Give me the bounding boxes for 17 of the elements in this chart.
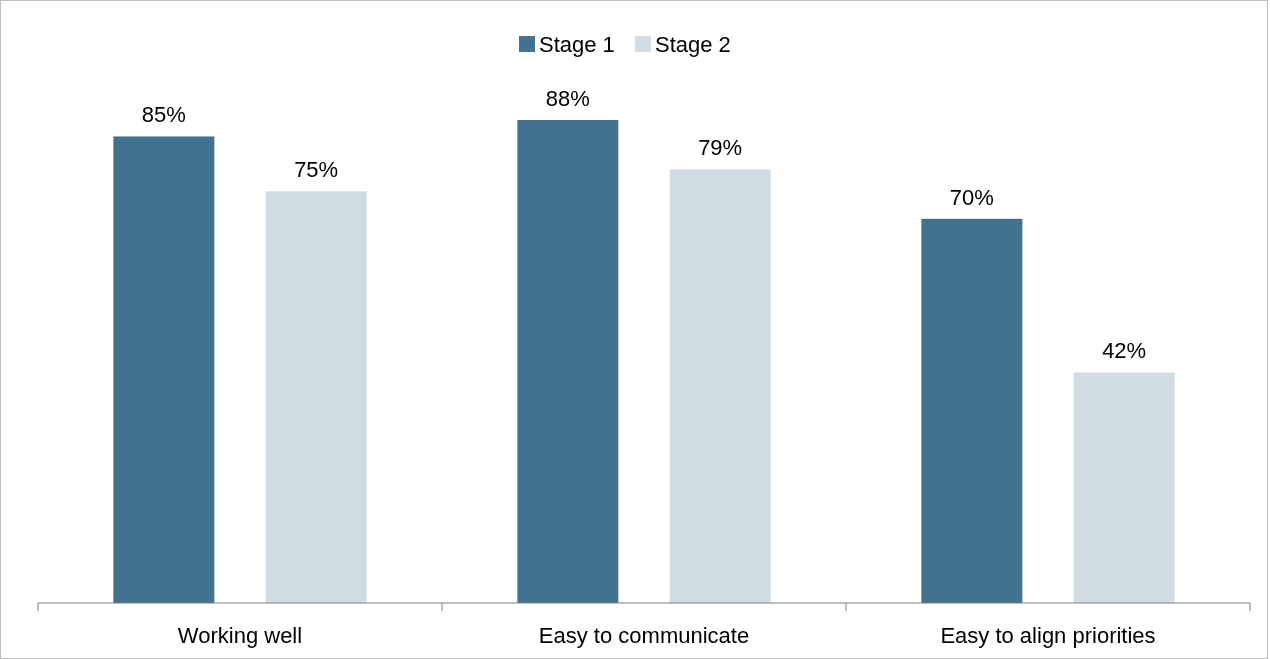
data-label: 88% <box>545 86 590 111</box>
data-label: 42% <box>1102 338 1147 364</box>
x-tick-label: Working well <box>177 623 303 648</box>
x-tick-label: Easy to communicate <box>538 623 750 648</box>
data-label: 79% <box>698 135 743 161</box>
data-label: 85% <box>141 102 186 128</box>
data-label: 75% <box>294 157 339 183</box>
legend-label: Stage 1 <box>539 32 615 57</box>
bar <box>265 191 367 603</box>
bar <box>113 136 215 603</box>
bar <box>1073 372 1175 603</box>
x-tick-label: Easy to align priorities <box>940 623 1156 648</box>
legend-label: Stage 2 <box>655 32 731 57</box>
bar <box>669 169 771 603</box>
bar <box>517 120 619 603</box>
bar <box>921 218 1023 603</box>
data-label: 70% <box>949 184 994 210</box>
